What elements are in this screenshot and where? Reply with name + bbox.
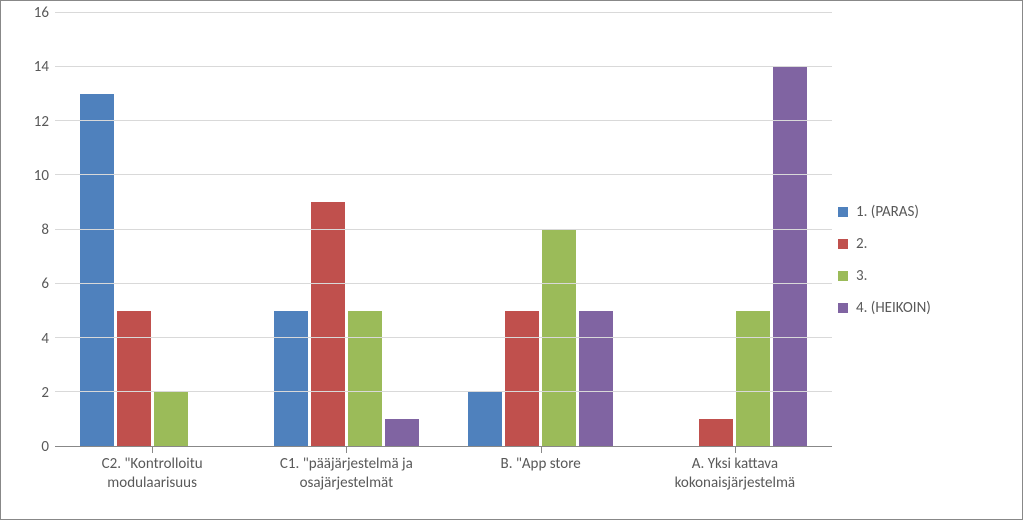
x-tick-label: B. "App store [444,447,638,474]
gridline [55,66,832,67]
gridline [55,120,832,121]
y-tick-label: 4 [41,330,49,348]
chart-container: 0 2 4 6 8 10 12 14 16 C2. "Kontrolloitu modulaar… [0,0,1023,520]
bar [468,392,502,446]
plot-region: 0246810121416 C2. "Kontrolloitu modulaar… [15,13,832,509]
bar [579,311,613,446]
bar [348,311,382,446]
y-tick-label: 10 [34,167,49,185]
legend-swatch [838,207,848,217]
x-tick-label: C2. "Kontrolloitu modulaarisuus [55,447,249,493]
y-tick-label: 6 [41,275,49,293]
bar-group [249,13,443,446]
gridline [55,229,832,230]
bar [80,94,114,446]
y-tick-label: 8 [41,221,49,239]
x-tick: C1. "pääjärjestelmä ja osajärjestelmät [249,447,443,509]
grid-area [55,13,832,447]
y-tick-label: 0 [41,438,49,456]
bar [699,419,733,446]
y-tick-label: 14 [34,58,49,76]
bar [311,202,345,446]
bar-group [638,13,832,446]
bar [542,230,576,447]
legend-item: 2. [838,235,1008,253]
gridline [55,337,832,338]
gridline [55,391,832,392]
x-tick-label: A. Yksi kattava kokonaisjärjestelmä [638,447,832,493]
x-tick: B. "App store [444,447,638,509]
y-tick-label: 16 [34,4,49,22]
legend-item: 1. (PARAS) [838,203,1008,221]
x-tick-label: C1. "pääjärjestelmä ja osajärjestelmät [249,447,443,493]
bar-group [55,13,249,446]
gridline [55,12,832,13]
legend-label: 2. [856,235,867,253]
legend-label: 1. (PARAS) [856,203,919,221]
bar [385,419,419,446]
y-tick-label: 2 [41,384,49,402]
bars-layer [55,13,832,446]
legend-item: 3. [838,267,1008,285]
gridline [55,283,832,284]
legend: 1. (PARAS) 2. 3. 4. (HEIKOIN) [832,1,1022,519]
legend-label: 3. [856,267,867,285]
y-tick-label: 12 [34,113,49,131]
bar-group [444,13,638,446]
y-axis: 0246810121416 [15,13,55,447]
gridline [55,174,832,175]
bar [274,311,308,446]
legend-label: 4. (HEIKOIN) [856,299,931,317]
legend-swatch [838,239,848,249]
bar [505,311,539,446]
legend-swatch [838,271,848,281]
bar [154,392,188,446]
bar [736,311,770,446]
x-tick: C2. "Kontrolloitu modulaarisuus [55,447,249,509]
legend-item: 4. (HEIKOIN) [838,299,1008,317]
bar [773,67,807,446]
x-axis: C2. "Kontrolloitu modulaarisuusC1. "pääj… [55,447,832,509]
x-tick: A. Yksi kattava kokonaisjärjestelmä [638,447,832,509]
legend-swatch [838,303,848,313]
bar [117,311,151,446]
